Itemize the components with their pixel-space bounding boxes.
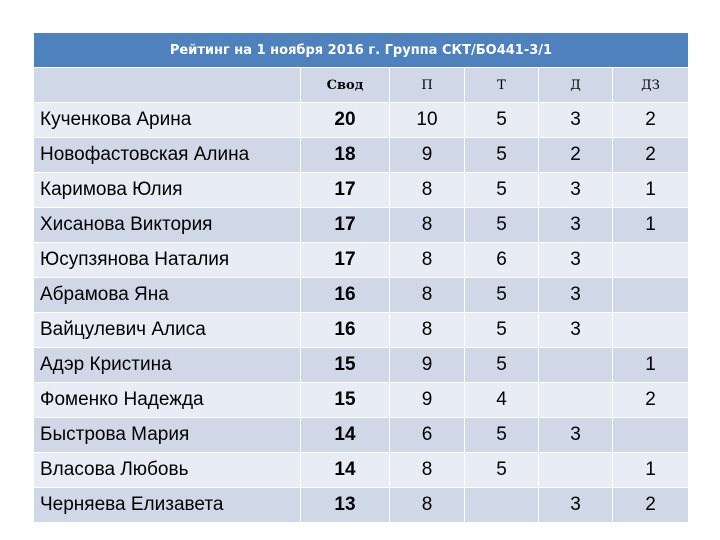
- table-row: Юсупзянова Наталия 17 8 6 3: [34, 243, 688, 278]
- cell-dz: 1: [645, 459, 656, 480]
- header-d: Д: [539, 68, 613, 102]
- cell-p: 9: [390, 383, 465, 417]
- cell-name: Быстрова Мария: [34, 418, 301, 452]
- cell-name: Кученкова Арина: [34, 103, 301, 137]
- cell-svod: 20: [301, 103, 390, 137]
- header-name: [34, 68, 301, 102]
- cell-t: 6: [465, 243, 539, 277]
- table-row: Каримова Юлия 17 8 5 3 1: [34, 173, 688, 208]
- cell-d: 3: [539, 103, 613, 137]
- cell-dz: 2: [645, 494, 656, 515]
- cell-name: Новофастовская Алина: [34, 138, 301, 172]
- cell-name: Власова Любовь: [34, 453, 301, 487]
- cell-p: 8: [390, 278, 465, 312]
- cell-t: 5: [465, 348, 539, 382]
- cell-p: 6: [390, 418, 465, 452]
- cell-t: 4: [465, 383, 539, 417]
- cell-name: Фоменко Надежда: [34, 383, 301, 417]
- table-row: Кученкова Арина 20 10 5 3 2: [34, 103, 688, 138]
- header-svod: Свод: [301, 68, 390, 102]
- cell-p: 9: [390, 348, 465, 382]
- cell-svod: 18: [301, 138, 390, 172]
- cell-dz: 1: [645, 179, 656, 200]
- cell-dz: 1: [645, 214, 656, 235]
- table-row: Фоменко Надежда 15 9 4 2: [34, 383, 688, 418]
- cell-t: [465, 488, 539, 522]
- table-row: Новофастовская Алина 18 9 5 2 2: [34, 138, 688, 173]
- cell-p: 8: [390, 313, 465, 347]
- cell-d: [539, 348, 613, 382]
- cell-d: 3: [539, 173, 613, 207]
- table-row: Абрамова Яна 16 8 5 3: [34, 278, 688, 313]
- cell-svod: 15: [301, 383, 390, 417]
- cell-d: 3: [539, 278, 613, 312]
- cell-name: Адэр Кристина: [34, 348, 301, 382]
- cell-dz: 1: [645, 354, 656, 375]
- rating-table: Рейтинг на 1 ноября 2016 г. Группа СКТ/Б…: [34, 33, 688, 523]
- cell-p: 9: [390, 138, 465, 172]
- table-header-row: Свод П Т Д ДЗ: [34, 68, 688, 103]
- cell-svod: 13: [301, 488, 390, 522]
- cell-p: 8: [390, 173, 465, 207]
- table-title: Рейтинг на 1 ноября 2016 г. Группа СКТ/Б…: [34, 33, 688, 68]
- cell-d: 2: [539, 138, 613, 172]
- cell-d: [539, 383, 613, 417]
- cell-svod: 16: [301, 278, 390, 312]
- cell-t: 5: [465, 103, 539, 137]
- table-row: Быстрова Мария 14 6 5 3: [34, 418, 688, 453]
- table-row: Власова Любовь 14 8 5 1: [34, 453, 688, 488]
- table-row: Черняева Елизавета 13 8 3 2: [34, 488, 688, 523]
- cell-dz: [613, 313, 688, 347]
- cell-svod: 17: [301, 173, 390, 207]
- cell-d: 3: [539, 418, 613, 452]
- cell-d: 3: [539, 488, 613, 522]
- cell-dz: 2: [645, 144, 656, 165]
- cell-d: 3: [539, 313, 613, 347]
- cell-svod: 17: [301, 243, 390, 277]
- table-body: Кученкова Арина 20 10 5 3 2 Новофастовская Али…: [34, 103, 688, 523]
- cell-p: 8: [390, 243, 465, 277]
- cell-t: 5: [465, 278, 539, 312]
- cell-dz: [613, 278, 688, 312]
- header-dz: ДЗ: [641, 77, 660, 93]
- cell-t: 5: [465, 173, 539, 207]
- cell-d: 3: [539, 243, 613, 277]
- cell-dz: [613, 418, 688, 452]
- table-row: Хисанова Виктория 17 8 5 3 1: [34, 208, 688, 243]
- header-p: П: [390, 68, 465, 102]
- cell-svod: 15: [301, 348, 390, 382]
- cell-svod: 14: [301, 418, 390, 452]
- cell-t: 5: [465, 138, 539, 172]
- cell-svod: 16: [301, 313, 390, 347]
- cell-name: Каримова Юлия: [34, 173, 301, 207]
- cell-name: Хисанова Виктория: [34, 208, 301, 242]
- table-row: Адэр Кристина 15 9 5 1: [34, 348, 688, 383]
- cell-dz: 2: [645, 109, 656, 130]
- cell-t: 5: [465, 453, 539, 487]
- cell-t: 5: [465, 313, 539, 347]
- cell-p: 8: [390, 453, 465, 487]
- cell-p: 10: [390, 103, 465, 137]
- cell-d: 3: [539, 208, 613, 242]
- cell-t: 5: [465, 208, 539, 242]
- cell-svod: 14: [301, 453, 390, 487]
- cell-name: Юсупзянова Наталия: [34, 243, 301, 277]
- table-row: Вайцулевич Алиса 16 8 5 3: [34, 313, 688, 348]
- cell-d: [539, 453, 613, 487]
- cell-svod: 17: [301, 208, 390, 242]
- cell-dz: [613, 243, 688, 277]
- cell-t: 5: [465, 418, 539, 452]
- cell-p: 8: [390, 208, 465, 242]
- cell-dz: 2: [645, 389, 656, 410]
- header-t: Т: [465, 68, 539, 102]
- cell-name: Абрамова Яна: [34, 278, 301, 312]
- cell-p: 8: [390, 488, 465, 522]
- cell-name: Черняева Елизавета: [34, 488, 301, 522]
- cell-name: Вайцулевич Алиса: [34, 313, 301, 347]
